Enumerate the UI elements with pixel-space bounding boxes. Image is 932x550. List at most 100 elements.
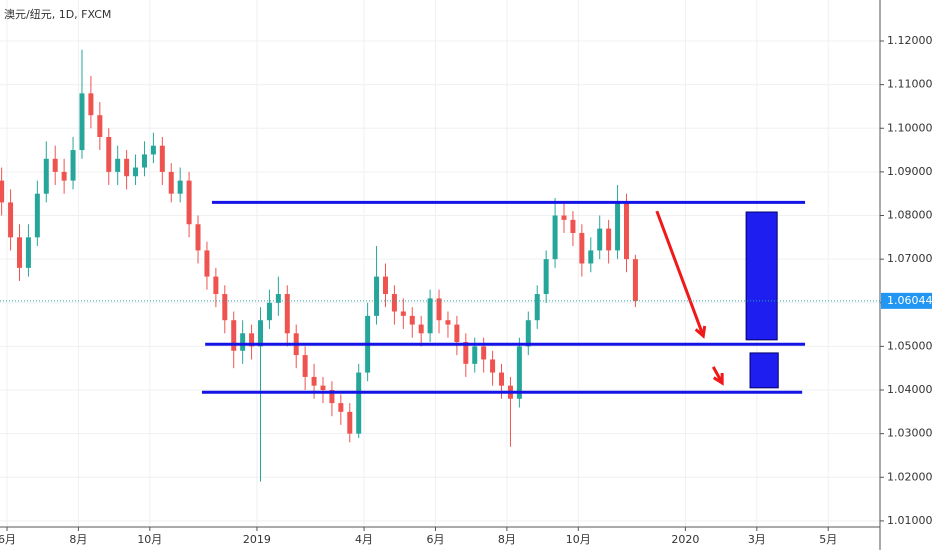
y-tick-label: 1.02000 [887,470,932,483]
candle-body [0,180,5,203]
candle-body [266,302,272,321]
y-tick-label: 1.10000 [887,121,932,134]
grid [0,0,880,527]
candle-body [302,355,308,377]
candle-body [240,333,246,351]
x-tick-label: 5月 [819,533,837,546]
candle-body [195,224,201,251]
candle-body [481,346,487,360]
arrow [711,366,724,386]
x-tick-label: 10月 [566,533,591,546]
candle-body [25,237,31,268]
y-tick-label: 1.04000 [887,383,932,396]
candle-body [88,93,94,116]
candle-body [34,193,40,238]
y-tick-label: 1.03000 [887,427,932,440]
candle-body [8,202,14,238]
x-tick-label: 2019 [243,533,271,546]
y-tick-label: 1.01000 [887,514,932,527]
x-tick-label: 8月 [498,533,516,546]
candle-body [213,276,219,295]
candle-body [356,372,362,434]
x-tick-label: 4月 [355,533,373,546]
candle-body [106,136,112,172]
candle-body [454,324,460,343]
candle-body [204,250,210,277]
candle-body [588,250,594,264]
target-box [749,352,779,389]
candle-body [543,259,549,295]
y-tick-label: 1.11000 [887,78,932,91]
candle-body [124,158,130,177]
candle-body [597,228,603,251]
y-tick-label: 1.12000 [887,34,932,47]
candle-body [409,315,415,325]
candle-body [177,180,183,194]
x-tick-label: 3月 [748,533,766,546]
candle-body [534,294,540,321]
x-tick-label: 6月 [426,533,444,546]
x-tick-label: 6月 [0,533,16,546]
candle-body [133,167,139,177]
candle-body [463,342,469,364]
candle-body [258,320,264,347]
candle-body [374,276,380,316]
candle-body [418,324,424,334]
candle-body [499,372,505,386]
candle-body [400,311,406,316]
candle-body [436,298,442,321]
candle-body [159,145,165,172]
last-price-box [881,292,932,309]
y-tick-label: 1.05000 [887,339,932,352]
candle-body [329,390,335,404]
x-tick-label: 8月 [69,533,87,546]
x-tick-label: 10月 [137,533,162,546]
y-tick-label: 1.09000 [887,165,932,178]
candle-body [150,145,156,155]
candle-body [615,202,621,251]
candle-body [61,171,67,181]
y-tick-label: 1.07000 [887,252,932,265]
arrow [655,210,707,339]
marks [0,49,880,482]
candle-body [222,294,228,321]
candle-body [561,215,567,220]
candle-body [43,158,49,194]
candle-body [552,215,558,260]
candle-body [445,320,451,325]
candle-body [16,237,22,268]
candle-body [52,158,58,172]
candle-body [347,411,353,434]
candle-body [320,385,326,391]
candle-body [70,150,76,181]
target-box [745,211,778,341]
candle-body [338,403,344,412]
candle-body [115,158,121,172]
candle-body [168,171,174,194]
candle-body [606,228,612,251]
candle-body [186,180,192,225]
y-tick-label: 1.08000 [887,209,932,222]
x-tick-label: 2020 [671,533,699,546]
candle-body [284,294,290,334]
candle-body [623,202,629,260]
candle-body [490,359,496,373]
candle-body [97,115,103,137]
candle-body [79,93,85,151]
candle-body [632,259,638,302]
axes: 1.12000 1.11000 1.10000 1.09000 1.08000 1.070… [0,34,932,546]
candle-body [525,320,531,347]
candle-body [382,276,388,295]
candle-body [391,294,397,312]
candle-body [427,298,433,334]
last-price-label: 1.06044 [887,294,932,307]
candle-body [570,219,576,233]
chart-title: 澳元/纽元, 1D, FXCM [4,7,111,21]
candle-body [311,376,317,386]
candle-body [579,232,585,264]
candle-body [472,346,478,364]
candle-body [275,294,281,303]
candle-body [516,346,522,399]
